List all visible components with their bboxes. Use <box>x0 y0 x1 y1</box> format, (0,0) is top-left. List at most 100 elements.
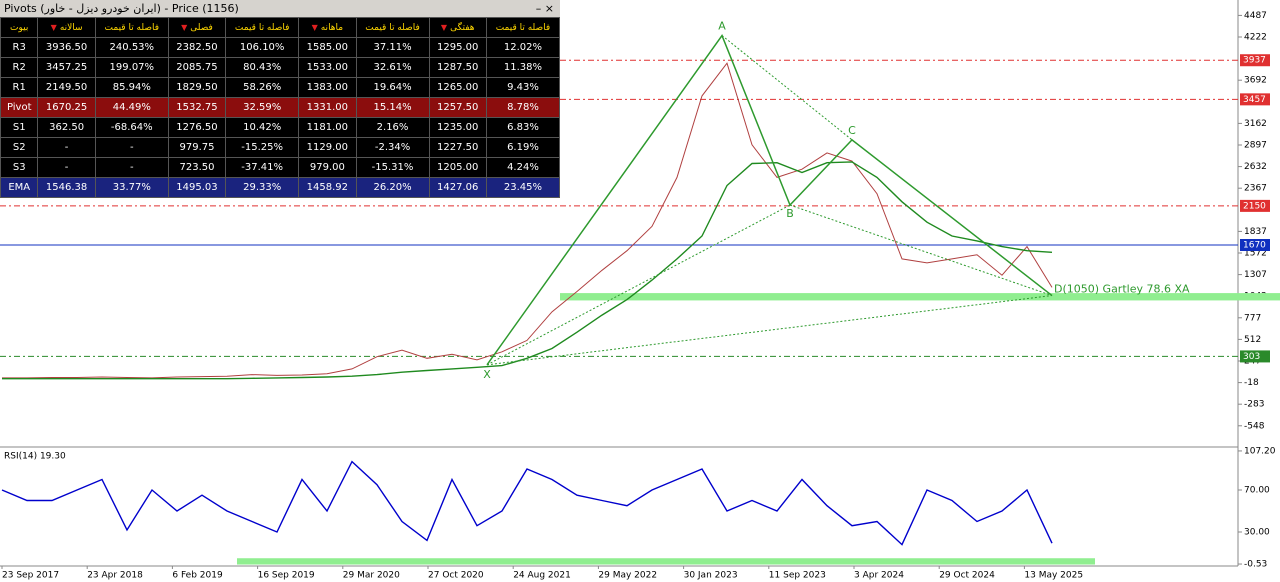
x-tick-label: 13 May 2025 <box>1024 571 1083 581</box>
x-tick-label: 3 Apr 2024 <box>854 571 904 581</box>
table-cell: 723.50 <box>167 157 227 178</box>
table-cell: 3457.25 <box>37 57 96 78</box>
close-button[interactable]: – × <box>535 2 554 15</box>
y-tick-label: 2367 <box>1244 184 1267 194</box>
table-cell: 1532.75 <box>167 97 227 118</box>
y-tick-label: -0.53 <box>1244 560 1267 570</box>
price-line <box>2 62 1053 379</box>
moving-average <box>2 161 1053 380</box>
pattern-label: A <box>718 20 726 33</box>
pivots-panel: Pivots (ایران خودرو دیزل - خاور) - Price… <box>0 0 561 198</box>
y-tick-label: 4487 <box>1244 11 1267 21</box>
table-cell: -15.31% <box>355 157 430 178</box>
table-cell: 240.53% <box>94 37 169 58</box>
x-tick-label: 24 Aug 2021 <box>513 571 571 581</box>
table-cell: 1181.00 <box>298 117 357 138</box>
pattern-guide <box>486 295 1053 366</box>
x-tick-label: 6 Feb 2019 <box>172 571 223 581</box>
table-cell: 4.24% <box>485 157 561 178</box>
table-row: S3- -723.50 -37.41% 979.00 -15.31% 1205.00 4.2… <box>0 157 561 178</box>
table-cell: 3936.50 <box>37 37 96 58</box>
table-cell: 1546.38 <box>37 177 96 198</box>
table-row: R3 3936.50 240.53% 2382.50 106.10% 1585.00 37.… <box>0 37 561 58</box>
table-cell: 1670.25 <box>37 97 96 118</box>
x-tick-label: 23 Apr 2018 <box>87 571 143 581</box>
table-cell: 11.38% <box>485 57 561 78</box>
table-row: R1 2149.50 85.94% 1829.50 58.26% 1383.00 19.64… <box>0 77 561 98</box>
sort-icon: ▼ <box>50 22 57 32</box>
header-text: فاصله تا قیمت <box>104 22 160 33</box>
y-tick-label: 777 <box>1244 313 1261 323</box>
x-tick-label: 11 Sep 2023 <box>769 571 826 581</box>
table-cell: 29.33% <box>225 177 300 198</box>
sort-icon: ▼ <box>440 22 448 32</box>
table-cell: 1331.00 <box>298 97 357 118</box>
table-cell: - <box>37 157 96 178</box>
table-row: EMA 1546.38 33.77% 1495.03 29.33% 1458.92 26.2… <box>0 177 561 198</box>
table-cell: 1495.03 <box>167 177 227 198</box>
header-cell: فاصله تا قیمت <box>225 17 300 38</box>
x-tick-label: 30 Jan 2023 <box>684 571 738 581</box>
y-tick-label: 30.00 <box>1244 527 1270 537</box>
pattern-d-label: D(1050) Gartley 78.6 XA <box>1054 283 1190 296</box>
table-cell: 1458.92 <box>298 177 357 198</box>
table-cell: 44.49% <box>94 97 169 118</box>
table-cell: 1257.50 <box>428 97 487 118</box>
header-text: بیوت <box>10 22 29 33</box>
level-tag <box>1240 239 1270 252</box>
table-cell: 33.77% <box>94 177 169 198</box>
y-tick-label: 1307 <box>1244 270 1267 280</box>
pattern-label: X <box>483 368 491 381</box>
table-cell: 1235.00 <box>428 117 487 138</box>
level-tag <box>1240 199 1270 212</box>
table-cell: 32.61% <box>355 57 430 78</box>
table-cell: 1129.00 <box>298 137 357 158</box>
level-tag <box>1240 54 1270 67</box>
header-text: فاصله تا قیمت <box>234 22 290 33</box>
y-tick-label: 3162 <box>1244 119 1267 129</box>
x-tick-label: 29 Mar 2020 <box>343 571 400 581</box>
table-cell: -2.34% <box>355 137 430 158</box>
table-cell: R3 <box>0 37 39 58</box>
table-row: R2 3457.25 199.07% 2085.75 80.43% 1533.00 32.6… <box>0 57 561 78</box>
header-cell: فاصله تا قیمت <box>355 17 430 38</box>
table-cell: 10.42% <box>225 117 300 138</box>
table-cell: 1265.00 <box>428 77 487 98</box>
table-cell: 8.78% <box>485 97 561 118</box>
y-tick-label: 1837 <box>1244 227 1267 237</box>
table-cell: S2 <box>0 137 39 158</box>
y-tick-label: -18 <box>1244 378 1259 388</box>
table-cell: -68.64% <box>94 117 169 138</box>
table-cell: -37.41% <box>225 157 300 178</box>
sort-icon: ▼ <box>311 22 318 32</box>
highlight-zone <box>237 558 1095 565</box>
table-cell: 1585.00 <box>298 37 357 58</box>
table-cell: R2 <box>0 57 39 78</box>
y-tick-label: 107.20 <box>1244 446 1276 456</box>
table-cell: 362.50 <box>37 117 96 138</box>
table-cell: EMA <box>0 177 39 198</box>
panel-title-bar: Pivots (ایران خودرو دیزل - خاور) - Price… <box>0 0 560 17</box>
table-row: S1 362.50 -68.64% 1276.50 10.42% 1181.00 2.16%… <box>0 117 561 138</box>
table-cell: 15.14% <box>355 97 430 118</box>
table-cell: 2382.50 <box>167 37 227 58</box>
level-tag <box>1240 93 1270 106</box>
level-label: 3457 <box>1243 95 1266 105</box>
panel-title: Pivots (ایران خودرو دیزل - خاور) - Price… <box>4 2 239 15</box>
table-cell: 2149.50 <box>37 77 96 98</box>
table-cell: 9.43% <box>485 77 561 98</box>
y-tick-label: 2897 <box>1244 140 1267 150</box>
y-tick-label: 512 <box>1244 335 1261 345</box>
x-tick-label: 16 Sep 2019 <box>258 571 315 581</box>
table-cell: 23.45% <box>485 177 561 198</box>
header-cell: ▼ ماهانه <box>298 17 357 38</box>
table-cell: 32.59% <box>225 97 300 118</box>
rsi-line <box>1 460 1053 546</box>
table-cell: 85.94% <box>94 77 169 98</box>
y-tick-label: 1572 <box>1244 248 1267 258</box>
table-cell: 19.64% <box>355 77 430 98</box>
table-cell: 1276.50 <box>167 117 227 138</box>
table-cell: 106.10% <box>225 37 300 58</box>
sort-icon: ▼ <box>181 22 188 32</box>
